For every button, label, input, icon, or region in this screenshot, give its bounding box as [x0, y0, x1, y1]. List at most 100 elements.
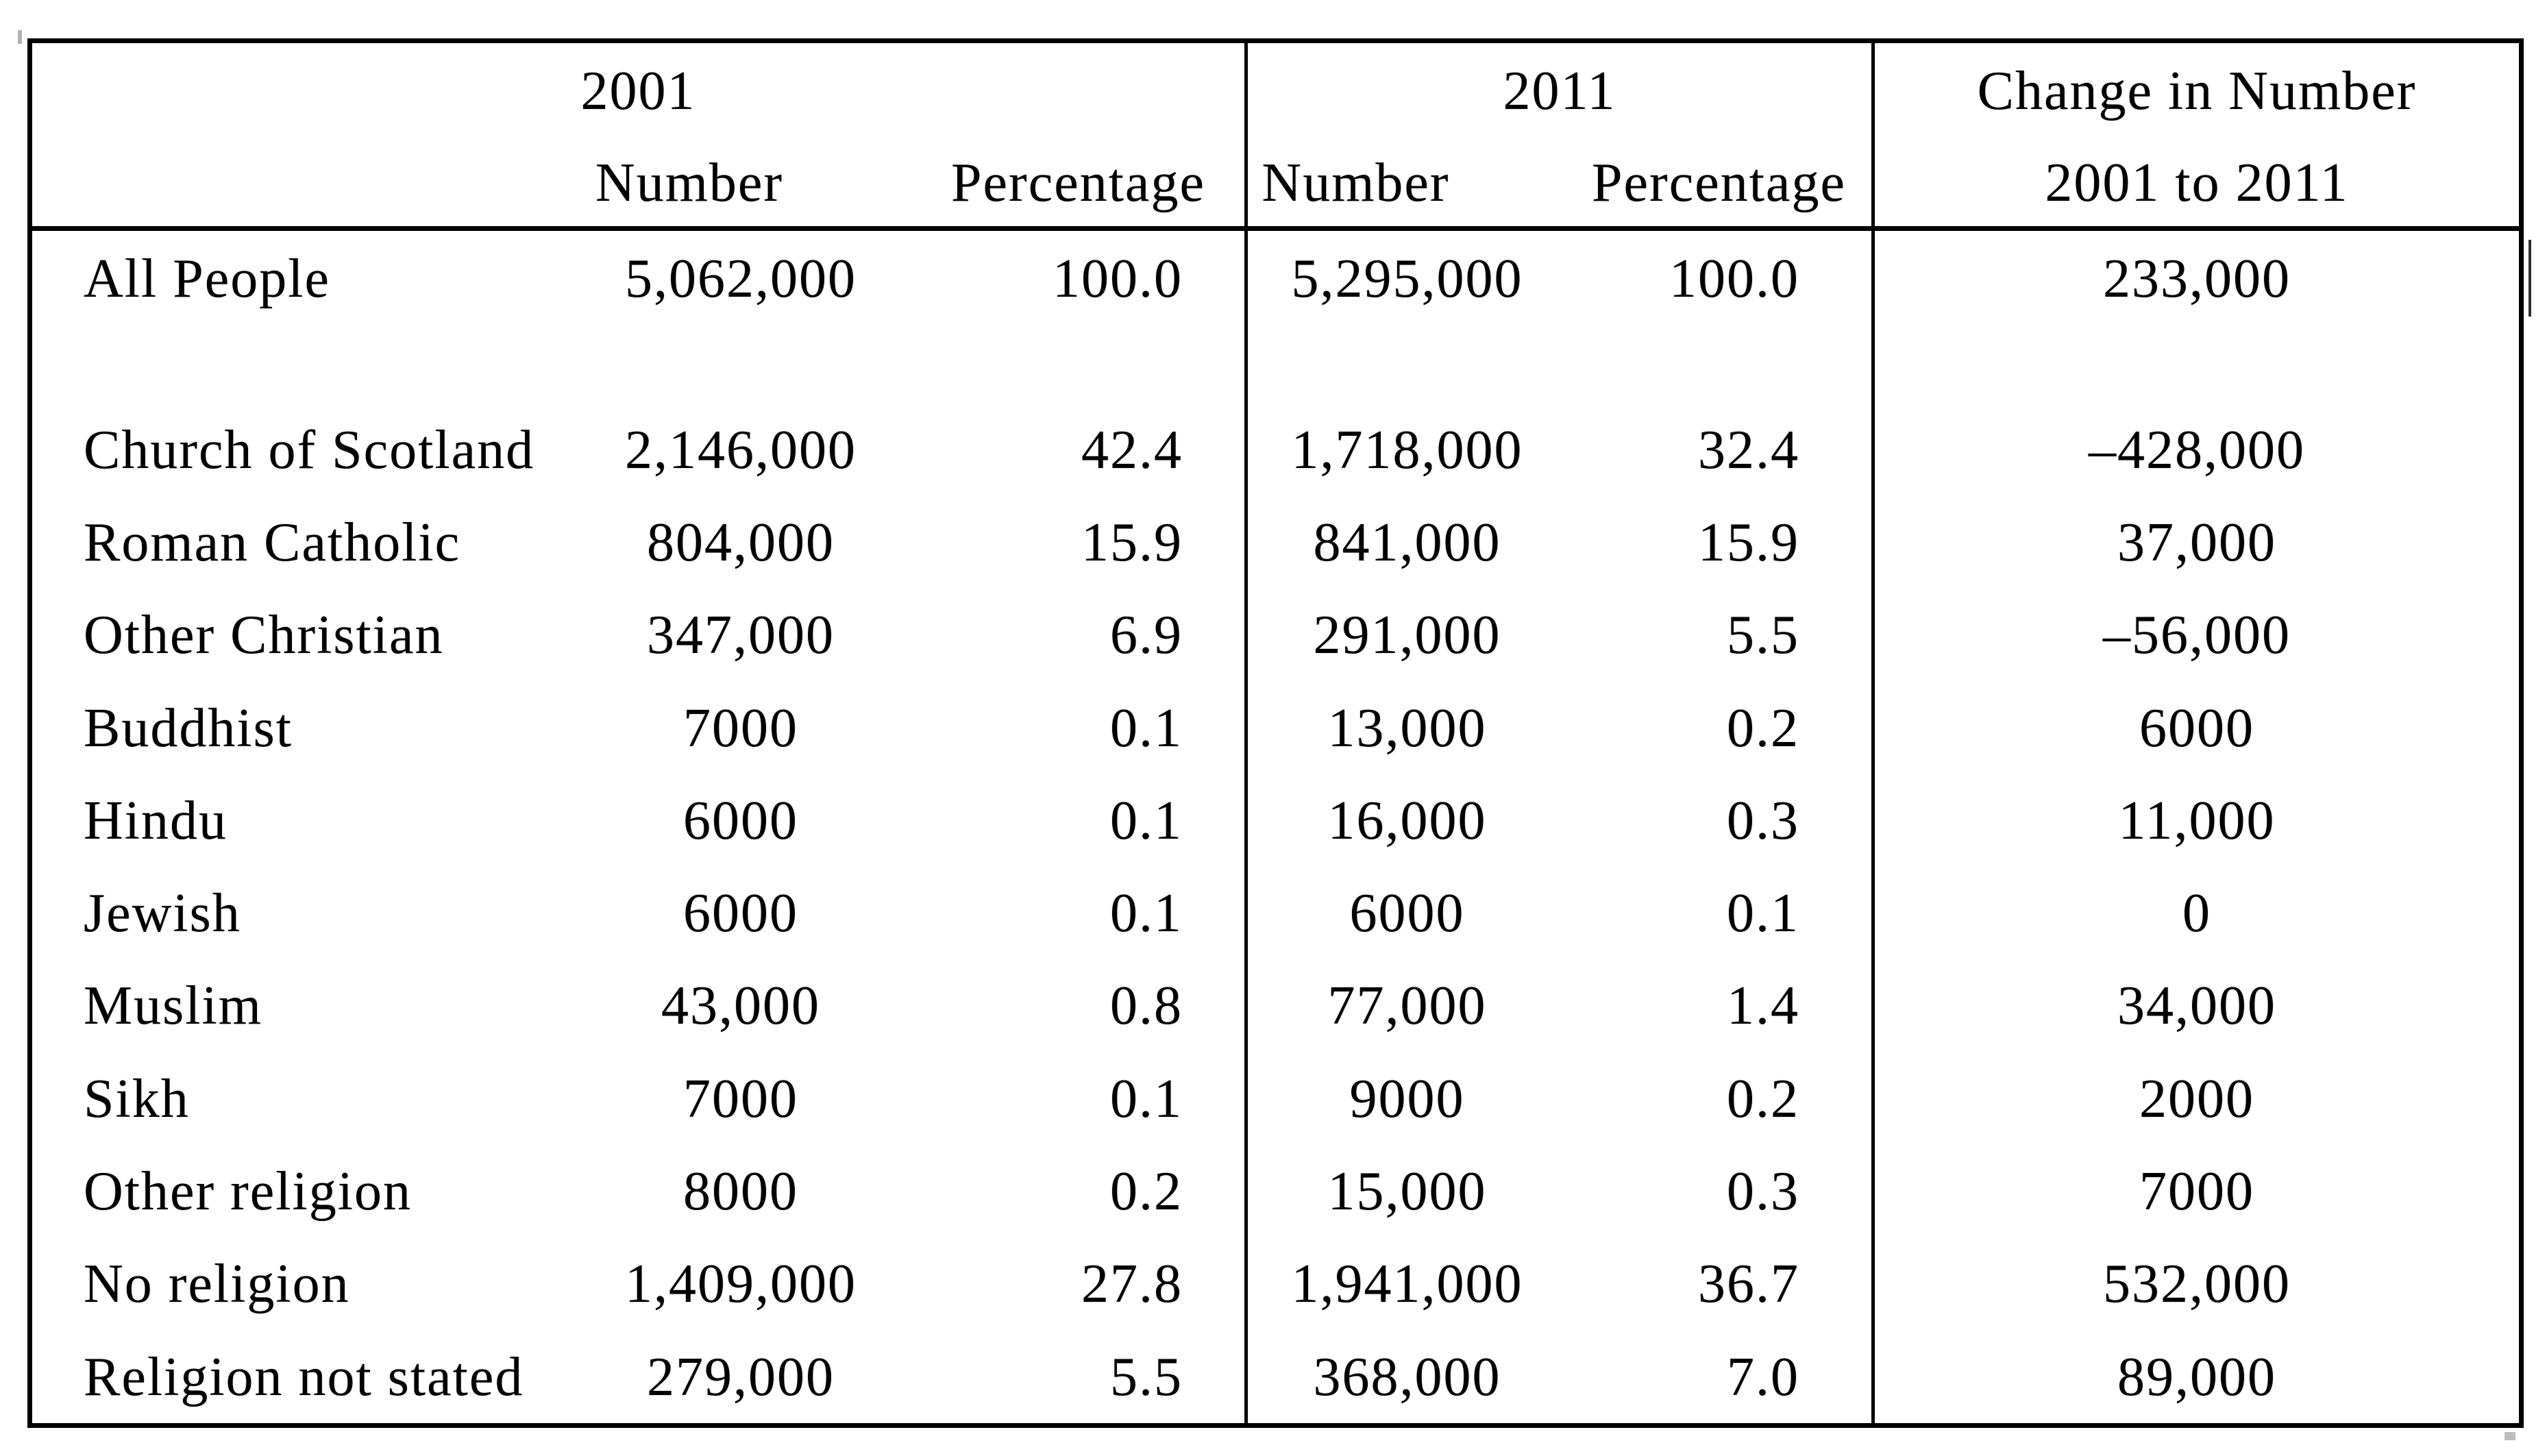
subheader-2011: Number Percentage	[1248, 139, 1871, 226]
blank-cell	[1566, 327, 1871, 404]
cell-2011-number: 1,941,000	[1244, 1237, 1566, 1331]
cell-2001-percentage: 0.1	[1110, 790, 1183, 851]
cell-2011-percentage: 0.2	[1727, 1068, 1799, 1129]
row-label: Church of Scotland	[84, 419, 535, 480]
table-row: Roman Catholic 804,000 15.9 841,000 15.9 37,0…	[32, 496, 2519, 589]
cell-2011-percentage: 15.9	[1698, 512, 1799, 573]
cell-2011-percentage: 0.2	[1727, 698, 1799, 758]
cell-2001-percentage: 5.5	[1110, 1346, 1183, 1407]
header-section-2001: 2001 Number Percentage	[32, 43, 1244, 226]
scan-artifact-bottom-right	[2505, 1432, 2515, 1440]
cell-2011-percentage: 7.0	[1727, 1346, 1799, 1407]
blank-row	[32, 327, 2519, 404]
cell-2001-percentage: 42.4	[1081, 419, 1183, 480]
subheader-2011-number: Number	[1262, 152, 1450, 213]
cell-2001-number: 279,000	[647, 1346, 835, 1407]
cell-2011-number: 9000	[1244, 1052, 1566, 1146]
row-label: Hindu	[84, 790, 227, 851]
row-label: No religion	[84, 1254, 350, 1315]
row-label: Roman Catholic	[84, 512, 461, 573]
cell-2001-number: 1,409,000	[625, 1254, 857, 1315]
row-label: Muslim	[84, 976, 262, 1037]
cell-2001-percentage: 0.1	[1110, 1068, 1183, 1129]
blank-cell	[569, 327, 912, 404]
cell-2011-number: 13,000	[1244, 681, 1566, 775]
header-section-2011: 2011 Number Percentage	[1244, 43, 1871, 226]
cell-2001-number: 2,146,000	[625, 419, 857, 480]
row-label: Other Christian	[84, 605, 444, 666]
cell-2001-percentage: 0.2	[1110, 1161, 1183, 1222]
subheader-2001-number: Number	[595, 152, 784, 213]
cell-2001-number: 804,000	[647, 512, 835, 573]
table-row: Other religion 8000 0.2 15,000 0.3 7000	[32, 1145, 2519, 1238]
cell-2011-number: 291,000	[1244, 589, 1566, 682]
cell-2001-number: 7000	[683, 1068, 798, 1129]
cell-2011-percentage: 32.4	[1698, 419, 1799, 480]
cell-2011-percentage: 0.3	[1727, 790, 1799, 851]
blank-cell	[32, 327, 569, 404]
cell-2001-percentage: 0.1	[1110, 883, 1183, 944]
header-change-line2: 2001 to 2011	[2045, 152, 2349, 213]
cell-2001-percentage: 100.0	[1053, 249, 1183, 309]
cell-2011-number: 368,000	[1244, 1330, 1566, 1423]
cell-2011-percentage: 5.5	[1727, 605, 1799, 666]
cell-2001-percentage: 6.9	[1110, 605, 1183, 666]
cell-2011-number: 841,000	[1244, 496, 1566, 589]
subheader-2011-percentage: Percentage	[1592, 152, 1846, 213]
cell-2011-number: 1,718,000	[1244, 404, 1566, 497]
table-row: Buddhist 7000 0.1 13,000 0.2 6000	[32, 681, 2519, 775]
table-body: All People 5,062,000 100.0 5,295,000 100.0 23…	[32, 231, 2519, 1423]
cell-2011-number: 6000	[1244, 867, 1566, 960]
row-label: Sikh	[84, 1068, 190, 1129]
cell-2011-percentage: 0.3	[1727, 1161, 1799, 1222]
table-header: 2001 Number Percentage 2011 Number Perce…	[32, 43, 2519, 231]
cell-2001-number: 347,000	[647, 605, 835, 666]
cell-2001-number: 8000	[683, 1161, 798, 1222]
cell-2001-number: 5,062,000	[625, 249, 857, 309]
cell-change: 89,000	[1871, 1330, 2519, 1423]
cell-2001-number: 6000	[683, 790, 798, 851]
row-label: Buddhist	[84, 698, 293, 758]
table-row: No religion 1,409,000 27.8 1,941,000 36.7 532…	[32, 1237, 2519, 1331]
cell-change: –56,000	[1871, 589, 2519, 682]
blank-cell	[1244, 327, 1566, 404]
row-label: Jewish	[84, 883, 241, 944]
blank-cell	[912, 327, 1244, 404]
table-row: Jewish 6000 0.1 6000 0.1 0	[32, 867, 2519, 960]
cell-2001-percentage: 15.9	[1081, 512, 1183, 573]
header-2011-label: 2011	[1503, 61, 1616, 121]
cell-2011-percentage: 100.0	[1669, 249, 1799, 309]
cell-2011-percentage: 1.4	[1727, 976, 1799, 1037]
header-section-change: Change in Number 2001 to 2011	[1871, 43, 2519, 226]
cell-change: 0	[1871, 867, 2519, 960]
cell-2011-percentage: 0.1	[1727, 883, 1799, 944]
table-row: Hindu 6000 0.1 16,000 0.3 11,000	[32, 774, 2519, 867]
cell-2001-percentage: 0.8	[1110, 976, 1183, 1037]
cell-change: 2000	[1871, 1052, 2519, 1146]
cell-change: 532,000	[1871, 1237, 2519, 1331]
subheader-2001-percentage: Percentage	[951, 152, 1205, 213]
table-row: Church of Scotland 2,146,000 42.4 1,718,000…	[32, 404, 2519, 497]
cell-change: 34,000	[1871, 959, 2519, 1053]
cell-2001-percentage: 27.8	[1081, 1254, 1183, 1315]
cell-2011-number: 16,000	[1244, 774, 1566, 867]
table-row: Sikh 7000 0.1 9000 0.2 2000	[32, 1052, 2519, 1146]
cell-2001-number: 7000	[683, 698, 798, 758]
cell-change: 233,000	[1871, 231, 2519, 327]
cell-2001-percentage: 0.1	[1110, 698, 1183, 758]
cell-2011-number: 15,000	[1244, 1145, 1566, 1238]
table-row: All People 5,062,000 100.0 5,295,000 100.0 23…	[32, 231, 2519, 327]
cell-2001-number: 6000	[683, 883, 798, 944]
table-row: Religion not stated 279,000 5.5 368,000 7.0 8…	[32, 1330, 2519, 1423]
subheader-2001: Number Percentage	[32, 139, 1244, 226]
row-label: Religion not stated	[84, 1346, 524, 1407]
header-change-line1: Change in Number	[1977, 61, 2417, 121]
scan-artifact-top-left	[18, 30, 22, 44]
cell-change: 11,000	[1871, 774, 2519, 867]
cell-2011-number: 5,295,000	[1244, 231, 1566, 327]
cell-2001-number: 43,000	[661, 976, 820, 1037]
scan-artifact-right-edge	[2528, 240, 2531, 317]
blank-cell	[1871, 327, 2519, 404]
cell-change: 7000	[1871, 1145, 2519, 1238]
